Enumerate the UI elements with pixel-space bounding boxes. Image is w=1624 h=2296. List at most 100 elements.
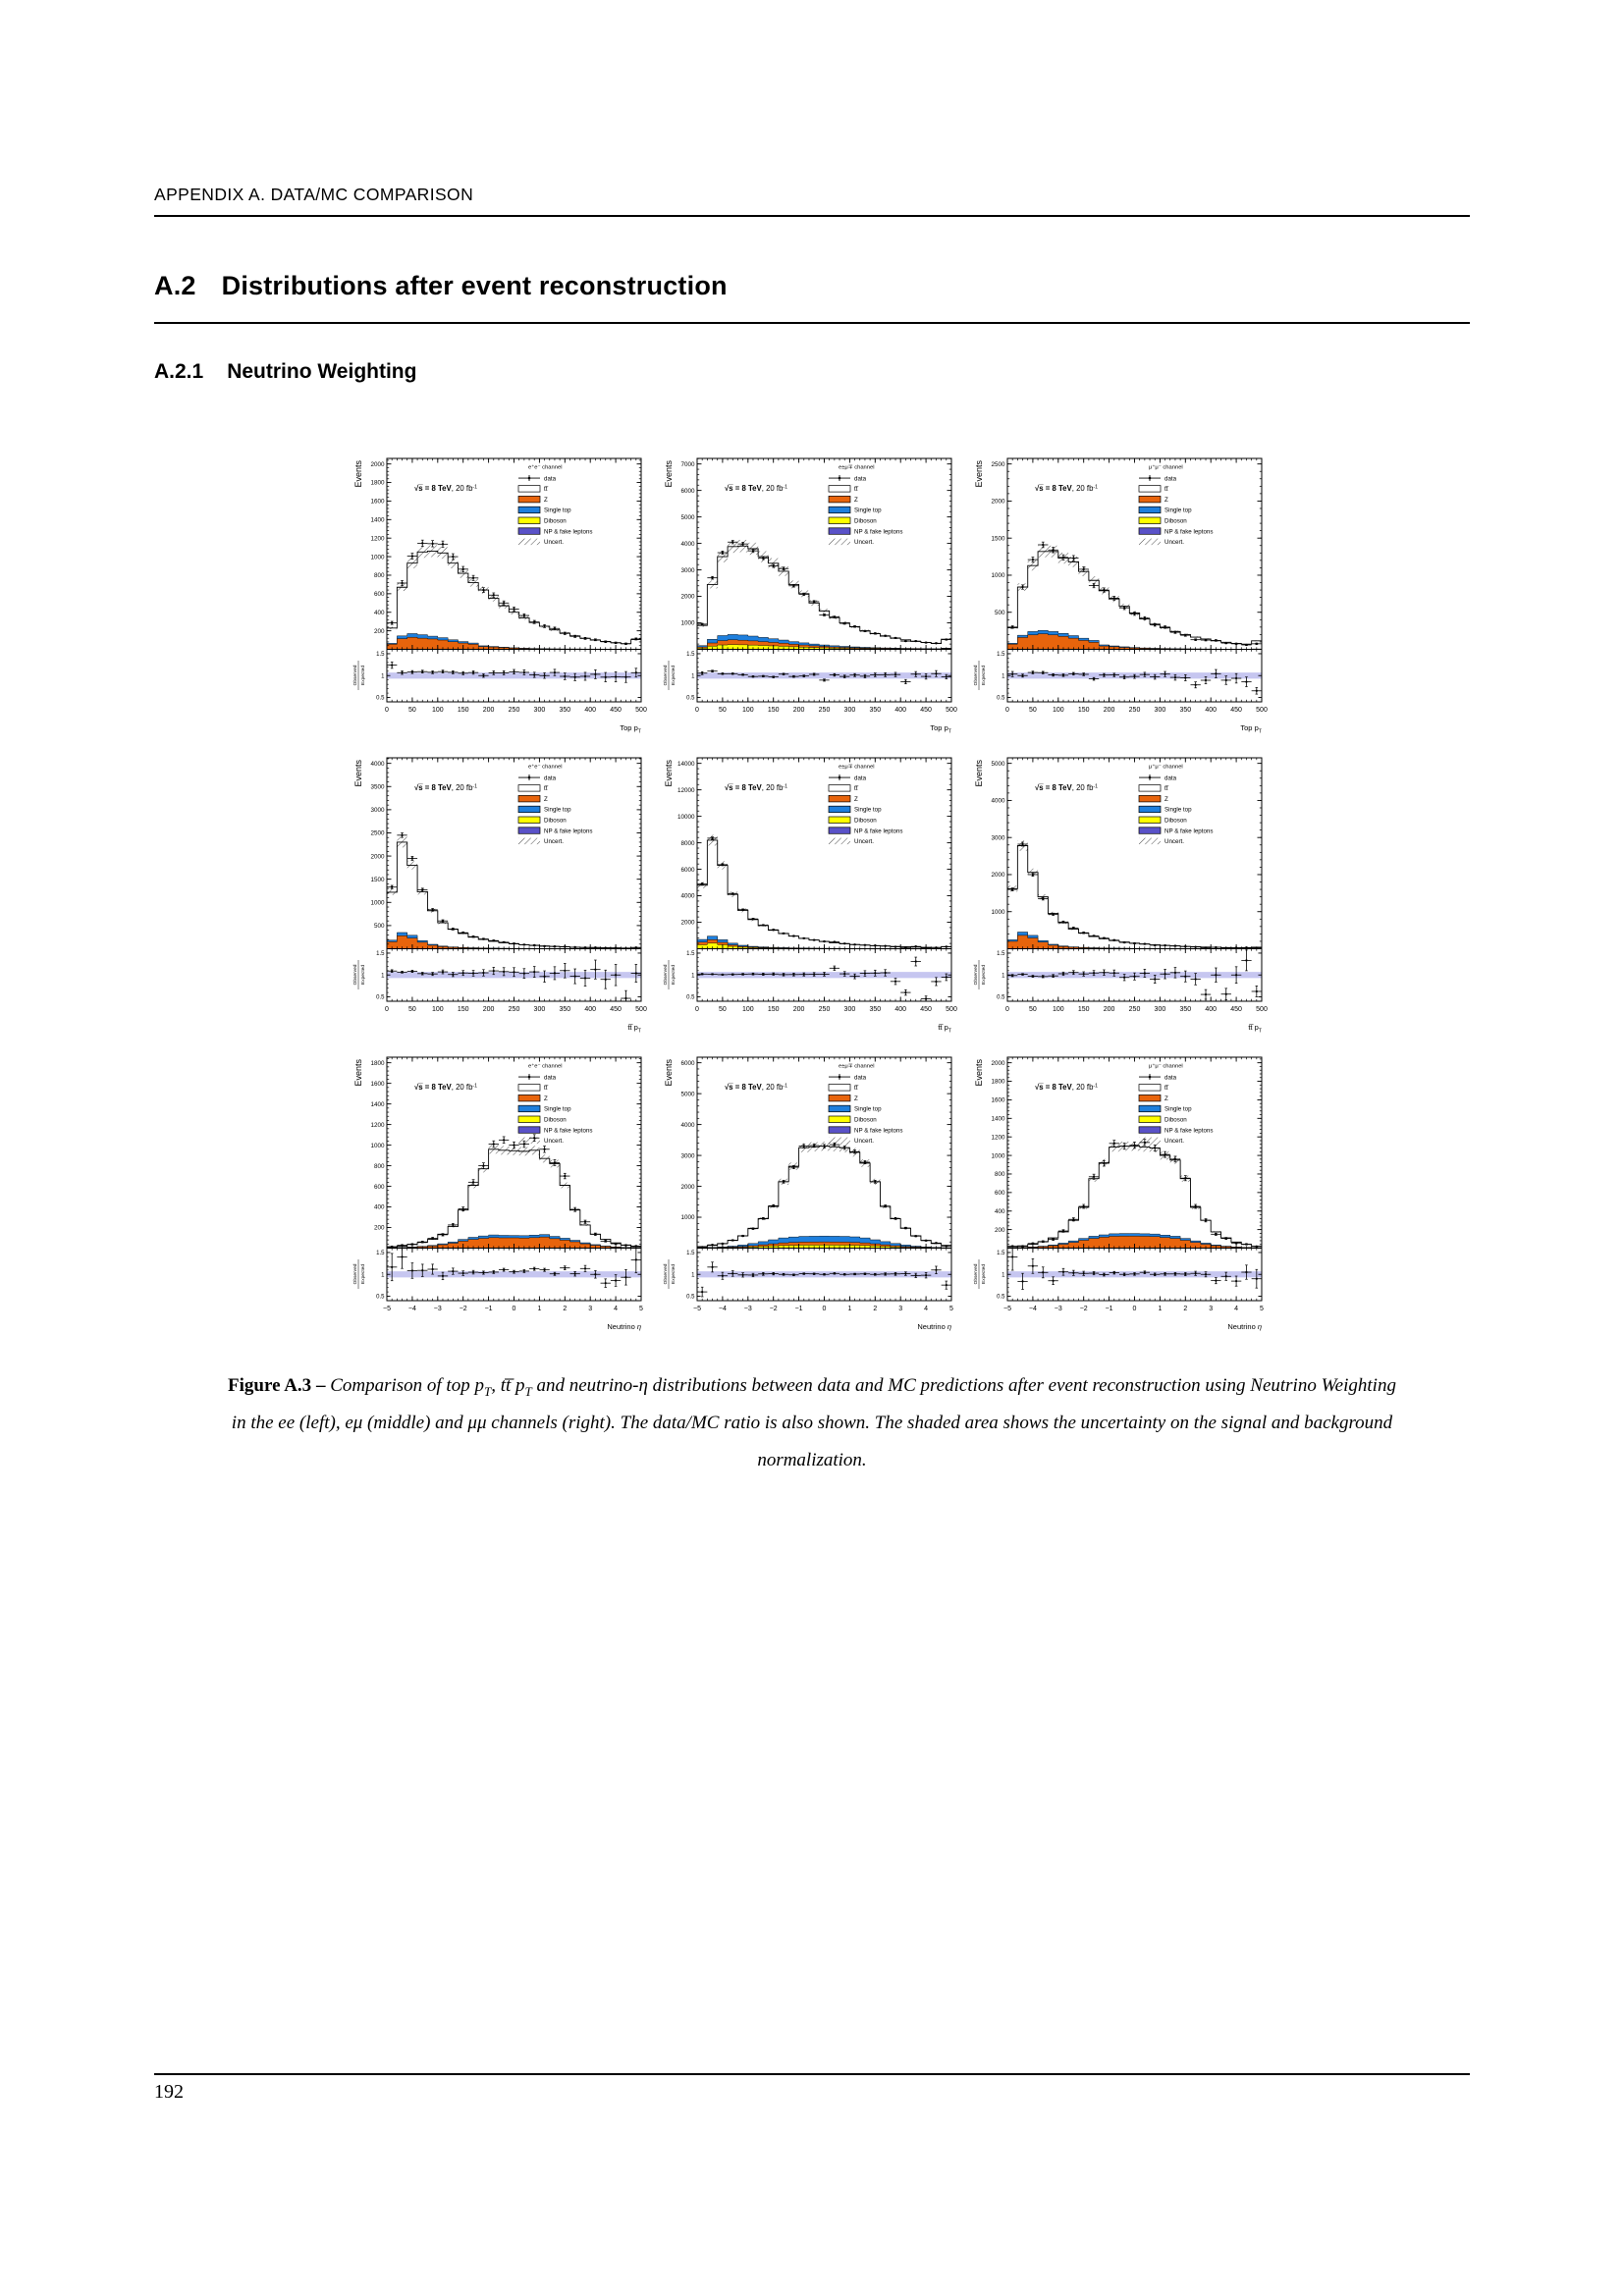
svg-text:200: 200	[793, 707, 805, 714]
svg-text:3500: 3500	[370, 783, 385, 790]
svg-text:1000: 1000	[370, 899, 385, 906]
legend-swatch-icon	[1138, 1104, 1162, 1113]
legend-label: Uncert.	[854, 838, 874, 845]
legend-swatch-icon	[828, 1104, 851, 1113]
legend-label: tt̅	[544, 1085, 549, 1092]
svg-text:Observed: Observed	[352, 964, 358, 985]
main-panel-neutrino-eta-ee	[387, 1134, 641, 1249]
lumi-label: √s̅ = 8 TeV, 20 fb-1	[414, 1083, 477, 1092]
svg-text:3000: 3000	[680, 567, 695, 574]
svg-text:250: 250	[1129, 707, 1141, 714]
main-panel-top-pt-emu	[697, 539, 951, 650]
legend-swatch-icon	[1138, 516, 1162, 524]
lumi-label: √s̅ = 8 TeV, 20 fb-1	[1035, 783, 1098, 792]
plot-neutrino-eta-ee: 200 400 600 800 1000 1200 1400 1600 1800 −5 −4 −3 −2…	[352, 1056, 643, 1331]
svg-text:400: 400	[584, 1006, 596, 1013]
x-axis-label: Top pT	[1240, 723, 1262, 735]
events-axis-label: Events	[974, 760, 984, 787]
svg-text:1.5: 1.5	[686, 951, 695, 957]
legend-swatch-icon	[1138, 527, 1162, 535]
svg-text:5000: 5000	[991, 761, 1005, 768]
svg-text:1: 1	[691, 973, 695, 979]
svg-text:Expected: Expected	[981, 666, 987, 685]
channel-label: μ⁺μ⁻ channel	[1149, 464, 1183, 471]
svg-text:Observed: Observed	[973, 964, 979, 985]
svg-text:200: 200	[1104, 1006, 1115, 1013]
legend-label: Z	[854, 1095, 858, 1102]
legend-label: Z	[1164, 1095, 1168, 1102]
svg-text:1: 1	[1001, 973, 1005, 979]
legend-label: NP & fake leptons	[1164, 828, 1213, 834]
legend-swatch-icon	[517, 1095, 541, 1102]
legend-label: Single top	[1164, 507, 1192, 514]
svg-text:3000: 3000	[991, 834, 1005, 841]
svg-text:1: 1	[381, 673, 385, 679]
svg-text:0: 0	[385, 707, 389, 714]
svg-text:1.5: 1.5	[997, 652, 1005, 658]
svg-text:2: 2	[563, 1306, 567, 1312]
legend-swatch-icon	[1138, 784, 1162, 792]
svg-text:2000: 2000	[370, 853, 385, 860]
uncert-swatch-icon	[1139, 1137, 1161, 1145]
main-panel-top-pt-mumu	[1007, 541, 1262, 650]
svg-text:50: 50	[408, 707, 416, 714]
legend-label: tt̅	[544, 785, 549, 792]
svg-text:400: 400	[374, 610, 385, 616]
legend-label: Z	[1164, 497, 1168, 504]
svg-text:1500: 1500	[991, 535, 1005, 542]
svg-text:450: 450	[610, 1006, 622, 1013]
legend-swatch-icon	[517, 527, 541, 535]
main-panel-ttbar-pt-mumu	[1007, 840, 1262, 949]
svg-text:2500: 2500	[370, 830, 385, 837]
svg-text:2000: 2000	[370, 461, 385, 468]
svg-text:800: 800	[374, 1163, 385, 1170]
legend-label: Uncert.	[544, 539, 564, 546]
legend-label: NP & fake leptons	[1164, 528, 1213, 535]
svg-text:300: 300	[844, 1006, 856, 1013]
caption-dash: –	[311, 1375, 331, 1396]
legend-swatch-icon	[517, 1126, 541, 1134]
svg-text:0: 0	[695, 1006, 699, 1013]
svg-text:150: 150	[458, 707, 469, 714]
legend-swatch-icon	[1138, 496, 1162, 504]
svg-text:400: 400	[374, 1204, 385, 1211]
lumi-label: √s̅ = 8 TeV, 20 fb-1	[725, 1083, 787, 1092]
legend-label: data	[854, 1074, 867, 1081]
axis-titles: Events Observed Expected Neutrino η	[973, 1059, 1262, 1331]
legend-label: NP & fake leptons	[544, 528, 592, 535]
ratio-axis-label: Observed Expected	[663, 1259, 677, 1289]
svg-text:1000: 1000	[680, 620, 695, 627]
legend-swatch-icon	[828, 795, 851, 803]
svg-text:0.5: 0.5	[376, 696, 385, 702]
svg-text:1.5: 1.5	[997, 951, 1005, 957]
lumi-label: √s̅ = 8 TeV, 20 fb-1	[1035, 484, 1098, 493]
events-axis-label: Events	[974, 1059, 984, 1087]
svg-text:450: 450	[920, 1006, 932, 1013]
axis-titles: Events Observed Expected Neutrino η	[663, 1059, 951, 1331]
svg-text:0: 0	[1005, 707, 1009, 714]
svg-text:300: 300	[534, 707, 546, 714]
footer-rule	[154, 2073, 1470, 2075]
x-axis-label: Neutrino η	[917, 1322, 951, 1331]
legend-label: NP & fake leptons	[854, 1127, 902, 1134]
legend-swatch-icon	[1138, 805, 1162, 814]
svg-text:500: 500	[1256, 707, 1268, 714]
data-points	[697, 540, 951, 645]
ratio-points	[697, 669, 951, 684]
svg-text:100: 100	[742, 1006, 754, 1013]
svg-text:100: 100	[1053, 1006, 1064, 1013]
legend-label: Z	[544, 796, 548, 803]
legend-label: Uncert.	[544, 838, 564, 845]
legend-swatch-icon	[828, 1095, 851, 1102]
legend-label: Uncert.	[1164, 838, 1184, 845]
svg-text:100: 100	[432, 1006, 444, 1013]
data-points	[387, 539, 641, 645]
svg-text:600: 600	[374, 1184, 385, 1191]
legend-label: Diboson	[544, 518, 567, 525]
svg-text:200: 200	[483, 1006, 495, 1013]
legend-label: NP & fake leptons	[854, 528, 902, 535]
caption-text-3: and neutrino-η distributions between dat…	[231, 1375, 1396, 1470]
svg-text:50: 50	[1029, 707, 1037, 714]
axes: 200 400 600 800 1000 1200 1400 1600 1800 −5 −4 −3 −2…	[370, 1056, 643, 1312]
